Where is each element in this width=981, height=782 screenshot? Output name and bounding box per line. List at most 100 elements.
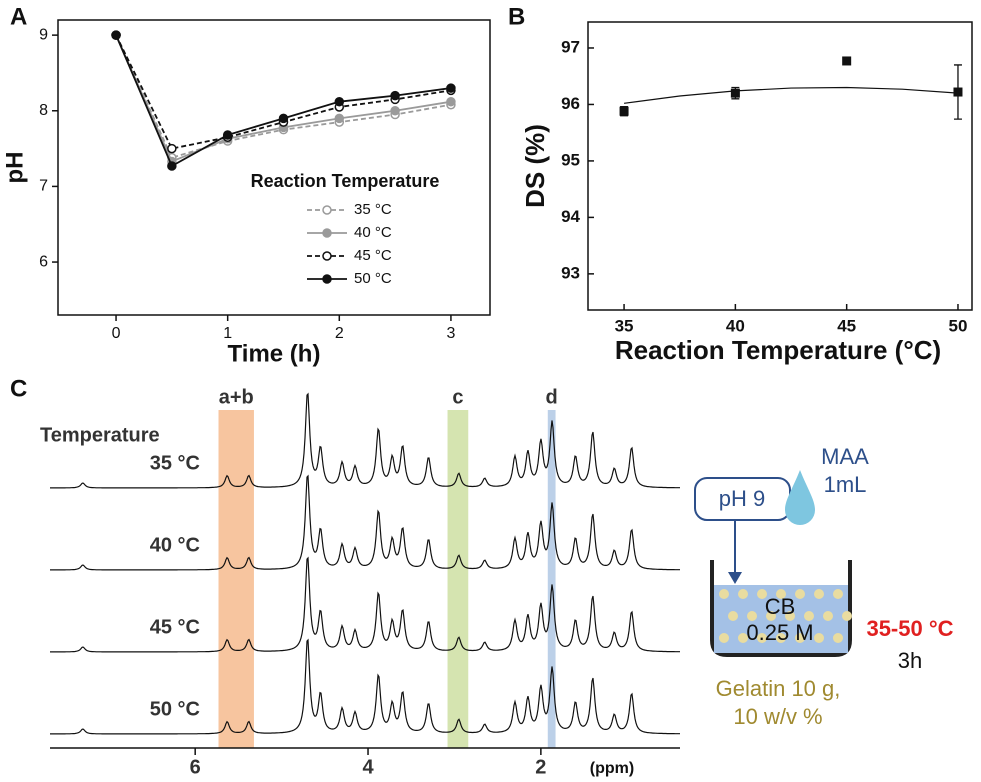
x-tick-label: 2: [535, 756, 546, 778]
particle: [757, 633, 767, 643]
point: [278, 113, 289, 124]
point: [953, 87, 963, 97]
fit-line: [623, 86, 959, 104]
particle: [719, 589, 729, 599]
concentration: 0.25 M: [746, 620, 813, 645]
x-axis-label: Time (h): [228, 340, 321, 367]
point: [222, 130, 233, 140]
legend-title: Reaction Temperature: [251, 171, 440, 191]
x-tick-label: 0: [112, 325, 121, 342]
x-tick-label: 1: [223, 325, 232, 342]
point: [111, 30, 121, 40]
spectrum: [50, 556, 680, 653]
legend-marker: [322, 251, 332, 261]
scheme: pH 9 MAA 1mL CB 0.25 M 35-50 °C 3h Gelat…: [694, 444, 954, 729]
y-tick-label: 9: [39, 26, 48, 43]
region-label: d: [546, 386, 558, 408]
x-tick-label: 6: [190, 756, 201, 778]
x-tick-label: 3: [446, 325, 455, 342]
trace-label: 45 °C: [150, 616, 200, 638]
y-axis-label: pH: [1, 152, 28, 184]
region-band: [447, 410, 469, 748]
x-tick-label: 45: [837, 316, 856, 335]
panel-label: C: [10, 375, 27, 402]
solvent: CB: [765, 594, 796, 619]
spectrum: [50, 392, 680, 489]
particle: [804, 611, 814, 621]
panel-label: A: [10, 3, 27, 30]
series-line: [115, 34, 452, 159]
y-tick-label: 97: [561, 37, 580, 56]
legend-label: 50 °C: [354, 270, 392, 287]
point: [619, 106, 629, 116]
particle: [776, 633, 786, 643]
point: [390, 90, 400, 101]
trace-label: 35 °C: [150, 452, 200, 474]
y-tick-label: 95: [561, 150, 580, 169]
arrow-head: [728, 572, 742, 584]
trace-label: 40 °C: [150, 534, 200, 556]
spectrum: [50, 638, 680, 735]
ph-label: pH 9: [719, 486, 765, 511]
beaker: [710, 560, 852, 657]
traces-title: Temperature: [40, 424, 160, 446]
particle: [728, 611, 738, 621]
particle: [738, 633, 748, 643]
trace-label: 50 °C: [150, 698, 200, 720]
x-tick-label: 50: [949, 316, 968, 335]
point: [167, 161, 177, 171]
region-band: [218, 410, 254, 748]
reagent-amount: 1mL: [824, 472, 867, 497]
region-band: [547, 410, 556, 748]
y-tick-label: 96: [561, 94, 580, 113]
particle: [719, 633, 729, 643]
y-tick-label: 94: [561, 207, 580, 226]
x-axis-label: Reaction Temperature (°C): [615, 335, 941, 365]
particle: [785, 611, 795, 621]
point: [334, 113, 345, 124]
y-tick-label: 8: [39, 102, 48, 119]
gelatin-conc: 10 w/v %: [733, 704, 822, 729]
particle: [814, 589, 824, 599]
region-label: c: [452, 386, 463, 408]
point: [730, 88, 740, 98]
x-tick-label: 40: [726, 316, 745, 335]
particle: [738, 589, 748, 599]
point: [446, 96, 456, 107]
legend-marker: [322, 228, 332, 238]
particle: [833, 633, 843, 643]
particle: [833, 589, 843, 599]
plot-frame: [57, 19, 491, 316]
particle: [842, 611, 852, 621]
reagent: MAA: [821, 444, 869, 469]
plot-frame: [587, 21, 973, 311]
region-label: a+b: [219, 386, 254, 408]
particle: [795, 633, 805, 643]
particle: [757, 589, 767, 599]
point: [167, 143, 177, 154]
x-tick-label: 4: [362, 756, 374, 778]
y-axis-label: DS (%): [520, 124, 550, 208]
time: 3h: [898, 648, 922, 673]
x-axis-label: (ppm): [590, 760, 634, 777]
point: [446, 83, 456, 93]
y-tick-label: 93: [561, 263, 580, 282]
particle: [776, 589, 786, 599]
point: [390, 106, 400, 116]
temperature: 35-50 °C: [866, 616, 953, 641]
point: [334, 96, 345, 107]
panel-label: B: [508, 3, 525, 30]
y-tick-label: 7: [39, 178, 48, 195]
particle: [823, 611, 833, 621]
spectrum: [50, 474, 680, 571]
drop: [785, 470, 815, 525]
particle: [766, 611, 776, 621]
gelatin-mass: Gelatin 10 g,: [716, 676, 841, 701]
y-tick-label: 6: [39, 253, 48, 270]
x-tick-label: 35: [615, 316, 634, 335]
legend-label: 40 °C: [354, 224, 392, 241]
particle: [795, 589, 805, 599]
legend-marker: [322, 205, 332, 215]
legend-label: 45 °C: [354, 247, 392, 264]
